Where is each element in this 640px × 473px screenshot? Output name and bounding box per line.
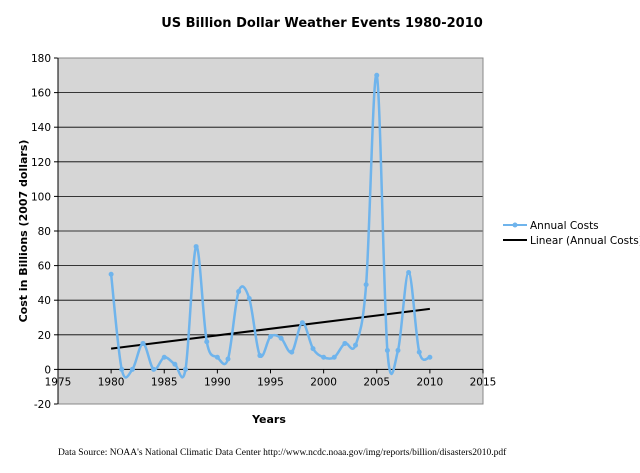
y-tick-label-180: 180 [31, 53, 51, 65]
y-tick-label-0: 0 [44, 364, 51, 376]
data-point-1994 [257, 353, 263, 359]
plot-area: -20 0 20 40 60 80 100 120 140 160 180 1975 1980 1985 1… [31, 53, 496, 411]
data-point-2008 [406, 270, 412, 276]
data-point-1993 [246, 295, 252, 301]
legend-label-annual-costs: Annual Costs [530, 220, 599, 232]
x-tick-label-1975: 1975 [45, 376, 72, 388]
y-tick-label-60: 60 [38, 261, 51, 273]
data-point-2009 [416, 349, 422, 355]
data-point-2002 [342, 340, 348, 346]
y-tick-label-20: 20 [38, 330, 51, 342]
x-tick-label-2010: 2010 [417, 376, 444, 388]
data-point-2005 [374, 72, 380, 78]
series-line-annual-costs [109, 74, 431, 379]
y-tick-label-40: 40 [38, 295, 51, 307]
data-point-1990 [214, 354, 220, 360]
data-point-1991 [225, 356, 231, 362]
y-axis-label: Cost in Billions (2007 dollars) [17, 140, 30, 323]
data-point-2010 [427, 354, 433, 360]
data-point-1989 [204, 339, 210, 345]
data-point-1999 [310, 346, 316, 352]
y-tick-label-160: 160 [31, 88, 51, 100]
data-point-1981 [119, 366, 125, 372]
y-tick-label-80: 80 [38, 226, 51, 238]
y-tick-label--20: -20 [34, 399, 51, 411]
y-tick-label-120: 120 [31, 157, 51, 169]
data-point-1992 [236, 289, 242, 295]
legend: Annual Costs Linear (Annual Costs) [503, 220, 640, 247]
data-point-1982 [129, 366, 135, 372]
y-tick-label-100: 100 [31, 191, 51, 203]
y-tick-label-140: 140 [31, 122, 51, 134]
data-point-2001 [331, 354, 337, 360]
data-point-1984 [151, 366, 157, 372]
x-tick-label-2000: 2000 [310, 376, 337, 388]
legend-marker-annual-costs [512, 222, 518, 228]
data-point-1997 [289, 349, 295, 355]
trendline-linear-annual-costs [111, 307, 430, 350]
data-point-2003 [353, 342, 358, 348]
chart-title: US Billion Dollar Weather Events 1980-20… [161, 16, 483, 31]
data-point-2000 [321, 354, 327, 360]
data-point-1987 [183, 366, 188, 372]
data-point-1983 [140, 340, 146, 346]
data-point-1995 [268, 334, 273, 340]
x-tick-label-1985: 1985 [151, 376, 178, 388]
x-tick-label-1995: 1995 [257, 376, 284, 388]
data-point-1998 [299, 320, 305, 326]
data-point-1996 [278, 335, 284, 341]
data-point-1988 [193, 244, 199, 250]
x-tick-label-2005: 2005 [363, 376, 390, 388]
data-point-2006 [384, 347, 390, 353]
data-point-1986 [172, 361, 178, 367]
x-tick-label-2015: 2015 [470, 376, 497, 388]
x-tick-label-1980: 1980 [98, 376, 125, 388]
data-point-2004 [363, 282, 369, 288]
data-point-1980 [108, 271, 114, 277]
data-point-1985 [161, 354, 167, 360]
legend-label-linear: Linear (Annual Costs) [530, 235, 640, 247]
x-axis-label: Years [251, 413, 286, 426]
x-tick-label-1990: 1990 [204, 376, 231, 388]
data-source-note: Data Source: NOAA's National Climatic Da… [58, 447, 507, 458]
data-point-2007 [395, 347, 401, 353]
